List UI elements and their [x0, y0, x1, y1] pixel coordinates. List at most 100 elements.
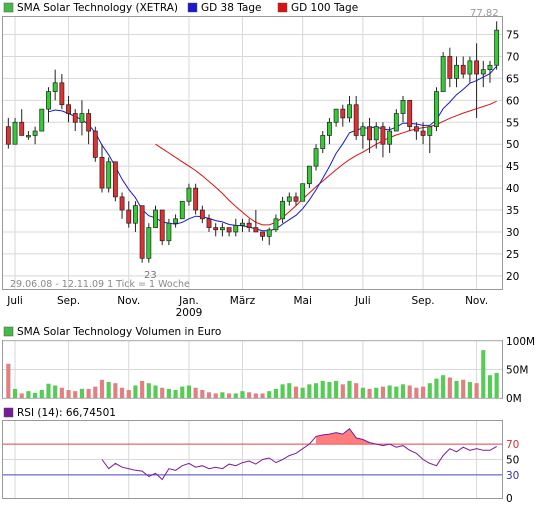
- volume-bar: [39, 390, 44, 398]
- volume-bar: [374, 387, 379, 398]
- gd100-line: [155, 100, 497, 226]
- rsi-y-tick-label: 0: [506, 493, 513, 505]
- candle-body: [32, 130, 38, 136]
- volume-bar: [481, 350, 486, 398]
- rsi-y-axis: 70 50 30 0: [506, 439, 519, 505]
- volume-bar: [414, 387, 419, 398]
- high-price-label: 77,82: [470, 8, 499, 19]
- candle-body: [474, 60, 480, 75]
- candle-body: [166, 222, 172, 242]
- volume-bar: [267, 391, 272, 398]
- volume-bar: [73, 391, 78, 398]
- volume-bar: [387, 385, 392, 398]
- volume-bar: [193, 387, 198, 398]
- price-y-tick-label: 25: [506, 249, 519, 261]
- volume-bar: [140, 380, 145, 398]
- price-plot-area: [5, 21, 500, 263]
- volume-bar: [467, 382, 472, 398]
- volume-bar: [461, 379, 466, 398]
- candle-body: [293, 196, 299, 202]
- gd38-line: [48, 65, 498, 232]
- volume-bar: [166, 388, 171, 398]
- volume-y-tick-label: 50M: [506, 365, 528, 377]
- volume-bar: [113, 383, 118, 398]
- candle-body: [199, 209, 205, 220]
- candle-body: [119, 196, 125, 211]
- volume-bar: [313, 383, 319, 398]
- volume-bar: [66, 390, 71, 398]
- price-y-tick-label: 20: [506, 271, 519, 283]
- volume-bar: [206, 392, 212, 398]
- volume-bar: [12, 388, 18, 398]
- candle-body: [179, 200, 185, 220]
- volume-bar: [200, 390, 205, 398]
- volume-legend-label: SMA Solar Technology Volumen in Euro: [17, 326, 221, 338]
- legend-label-stock: SMA Solar Technology (XETRA): [17, 2, 178, 14]
- volume-bars: [6, 350, 499, 398]
- candle-body: [153, 209, 158, 228]
- price-y-tick-label: 40: [506, 183, 519, 195]
- candle-body: [467, 60, 473, 75]
- candle-body: [46, 91, 51, 110]
- volume-bar: [447, 377, 452, 398]
- candle-body: [72, 113, 78, 123]
- candle-body: [193, 187, 199, 211]
- price-y-tick-label: 45: [506, 161, 519, 173]
- candle-body: [347, 104, 352, 119]
- volume-bar: [227, 393, 232, 398]
- candle-body: [92, 130, 98, 158]
- legend-label-gd100: GD 100 Tage: [291, 2, 358, 14]
- candle-body: [373, 126, 379, 141]
- candle-body: [133, 205, 138, 224]
- volume-bar: [173, 390, 178, 398]
- candle-body: [5, 126, 11, 145]
- rsi-y-tick-label: 50: [506, 455, 519, 467]
- candle-body: [286, 196, 292, 202]
- volume-bar: [133, 385, 138, 398]
- price-y-tick-label: 70: [506, 51, 519, 63]
- rsi-overbought-area: [316, 428, 370, 445]
- candle-body: [266, 229, 272, 237]
- price-x-tick-label: Juli: [6, 295, 23, 307]
- candle-body: [367, 126, 372, 141]
- candle-body: [353, 104, 359, 136]
- candle-body: [407, 100, 413, 128]
- price-x-tick-label: Juli: [354, 295, 371, 307]
- candle-body: [159, 209, 165, 242]
- volume-bar: [434, 378, 439, 398]
- candle-body: [447, 56, 453, 79]
- volume-bar: [6, 363, 11, 398]
- candle-body: [494, 29, 500, 66]
- candle-body: [460, 64, 466, 75]
- volume-bar: [33, 392, 38, 398]
- volume-bar: [93, 386, 98, 398]
- volume-bar: [106, 382, 111, 398]
- price-x-tick-label: März: [230, 295, 256, 307]
- volume-bar: [421, 386, 426, 398]
- candle-body: [240, 222, 245, 226]
- volume-bar: [86, 388, 91, 398]
- volume-bar: [474, 383, 479, 398]
- price-y-tick-label: 30: [506, 227, 519, 239]
- candle-body: [52, 82, 58, 92]
- volume-bar: [280, 384, 285, 398]
- price-gridlines: [3, 17, 502, 289]
- candle-body: [434, 91, 439, 128]
- rsi-line: [101, 427, 497, 481]
- volume-bar: [253, 393, 258, 398]
- candle-body: [226, 227, 232, 233]
- candle-body: [320, 135, 326, 149]
- volume-bar: [26, 391, 31, 398]
- candle-body: [59, 82, 65, 106]
- price-y-tick-label: 65: [506, 73, 519, 85]
- price-y-tick-label: 55: [506, 117, 519, 129]
- volume-bar: [146, 383, 151, 398]
- candle-body: [173, 218, 178, 224]
- volume-bar: [19, 393, 24, 398]
- candle-body: [126, 209, 132, 224]
- volume-bar: [360, 387, 365, 398]
- volume-bar: [186, 385, 192, 398]
- legend-swatch-stock: [3, 2, 14, 13]
- volume-y-tick-label: 100M: [506, 336, 535, 348]
